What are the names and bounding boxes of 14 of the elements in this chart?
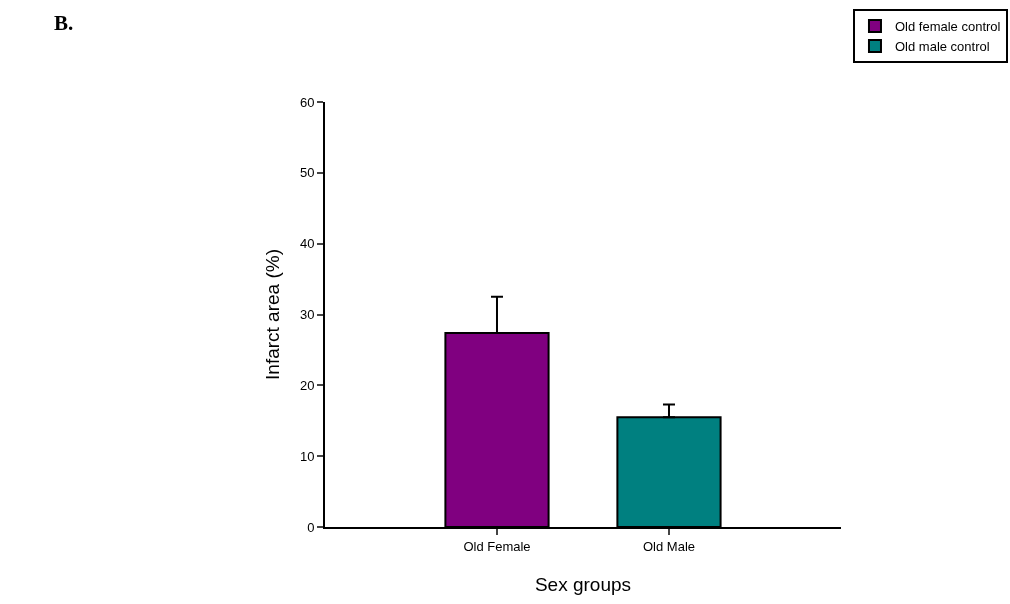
x-tick-label: Old Male [642,538,696,554]
y-tick-label: 0 [307,519,315,535]
y-tick-label: 30 [299,307,315,323]
y-tick-label: 10 [299,448,315,464]
y-tick-label: 50 [299,165,315,181]
x-axis-title: Sex groups [534,573,632,595]
legend-label: Old female control [894,19,1001,35]
y-tick-label: 20 [299,377,315,393]
y-tick-label: 60 [299,94,315,110]
x-tick-label: Old Female [463,538,531,554]
legend-label: Old male control [894,38,990,54]
text: B. [54,11,74,35]
y-axis-title: Infarct area (%) [262,249,284,380]
y-tick-label: 40 [299,236,315,252]
